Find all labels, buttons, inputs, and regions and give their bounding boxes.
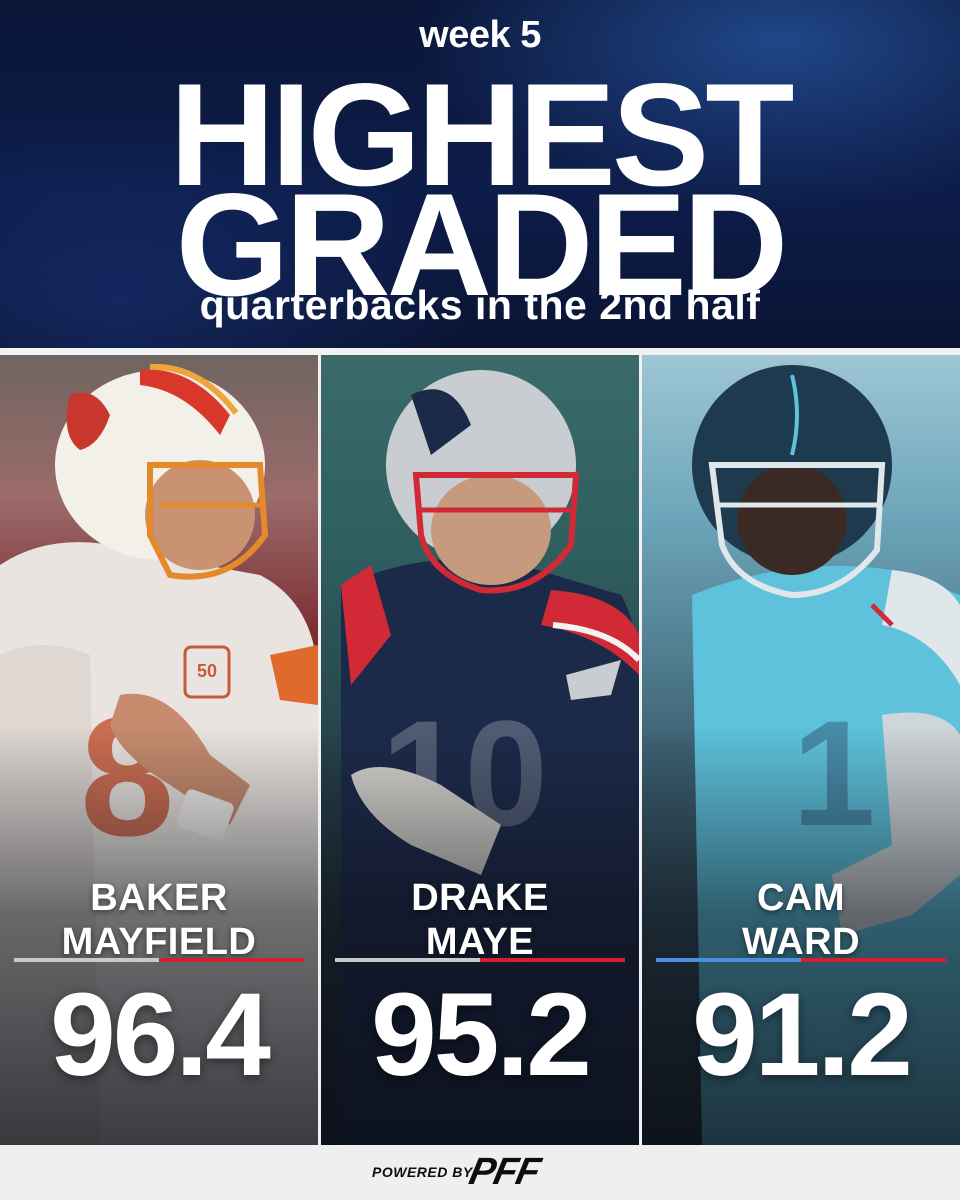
player-grade: 96.4 <box>50 969 271 1101</box>
panel-divider <box>639 355 642 1145</box>
headline-line-1: HIGHEST <box>169 53 795 216</box>
week-label: week 5 <box>419 14 541 56</box>
player-grade: 95.2 <box>371 969 592 1101</box>
player-grade: 91.2 <box>692 969 913 1101</box>
panel-shade <box>321 725 639 1145</box>
player-last-name: WARD <box>741 921 861 963</box>
pff-logo: PFF <box>465 1151 544 1193</box>
player-last-name: MAYFIELD <box>61 921 257 963</box>
player-panels: 8 50 BAKER MAYFIELD 96.4 <box>0 355 960 1145</box>
player-first-name: DRAKE <box>411 877 549 919</box>
headline-line-2: GRADED <box>175 163 789 326</box>
svg-text:50: 50 <box>197 661 217 681</box>
header-divider <box>0 348 960 355</box>
powered-by-label: POWERED BY <box>372 1164 473 1180</box>
panel-shade <box>0 725 318 1145</box>
player-last-name: MAYE <box>425 921 535 963</box>
team-accent-bar <box>656 958 946 962</box>
team-accent-bar <box>14 958 304 962</box>
panel-divider <box>318 355 321 1145</box>
subtitle: quarterbacks in the 2nd half <box>199 282 761 328</box>
player-card-maye: 10 DRAKE MAYE 95.2 <box>321 355 639 1145</box>
team-accent-bar <box>335 958 625 962</box>
player-card-ward: 1 CAM WARD 91.2 <box>642 355 960 1145</box>
footer: POWERED BY PFF <box>0 1145 960 1200</box>
player-card-mayfield: 8 50 BAKER MAYFIELD 96.4 <box>0 355 318 1145</box>
header: week 5 HIGHEST GRADED quarterbacks in th… <box>0 0 960 350</box>
panel-shade <box>642 725 960 1145</box>
player-first-name: BAKER <box>90 877 228 919</box>
player-first-name: CAM <box>756 877 846 919</box>
